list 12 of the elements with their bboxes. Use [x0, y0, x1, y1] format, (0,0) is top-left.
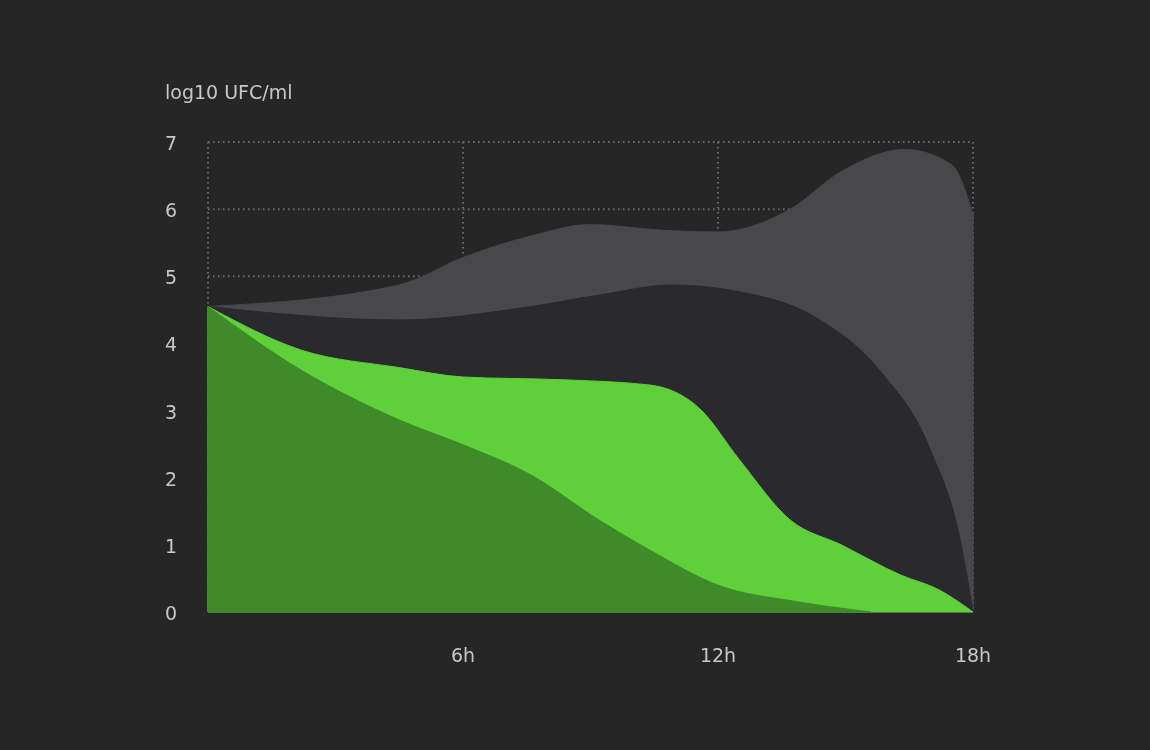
y-tick-label: 7	[164, 132, 178, 154]
y-tick-label: 5	[164, 266, 178, 289]
y-tick-label: 6	[164, 199, 178, 222]
x-tick-label: 6h	[450, 644, 476, 666]
y-tick-label: 2	[164, 467, 178, 490]
y-tick-label: 1	[164, 534, 178, 557]
y-tick-label: 0	[164, 602, 178, 624]
y-axis-title: log10 UFC/ml	[165, 81, 293, 103]
x-tick-label: 18h	[954, 644, 992, 666]
y-tick-label: 4	[164, 333, 178, 356]
y-tick-label: 3	[164, 400, 178, 423]
x-tick-label: 12h	[699, 644, 737, 666]
